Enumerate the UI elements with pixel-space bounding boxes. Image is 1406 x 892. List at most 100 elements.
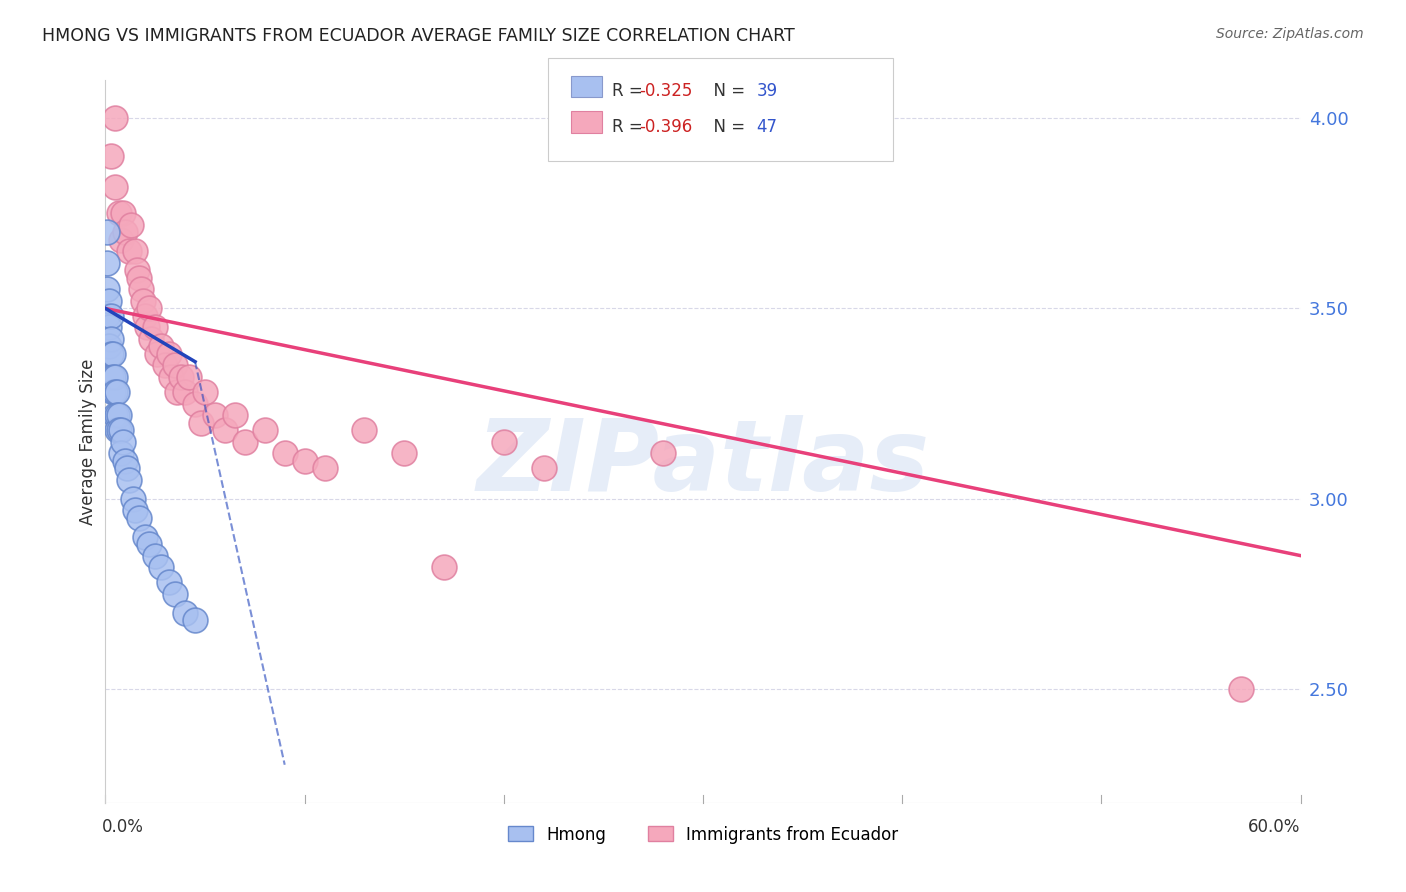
Legend: Hmong, Immigrants from Ecuador: Hmong, Immigrants from Ecuador bbox=[503, 821, 903, 848]
Point bbox=[100, 149, 122, 163]
Point bbox=[120, 218, 142, 232]
Point bbox=[107, 423, 129, 437]
Point bbox=[253, 423, 276, 437]
Point bbox=[138, 537, 160, 551]
Point bbox=[104, 385, 127, 400]
Point bbox=[104, 112, 127, 126]
Point bbox=[96, 226, 118, 240]
Point bbox=[146, 347, 169, 361]
Point bbox=[194, 385, 217, 400]
Point bbox=[112, 434, 135, 449]
Point bbox=[98, 339, 121, 353]
Point bbox=[108, 408, 131, 422]
Point bbox=[174, 385, 197, 400]
Point bbox=[100, 370, 122, 384]
Point bbox=[141, 332, 163, 346]
Point bbox=[170, 370, 193, 384]
Point bbox=[157, 575, 180, 590]
Point bbox=[165, 587, 187, 601]
Point bbox=[103, 385, 125, 400]
Point bbox=[110, 446, 132, 460]
Text: N =: N = bbox=[703, 118, 751, 136]
Point bbox=[184, 613, 207, 627]
Point bbox=[124, 244, 146, 259]
Point bbox=[184, 396, 207, 410]
Point bbox=[104, 408, 127, 422]
Point bbox=[157, 347, 180, 361]
Point bbox=[96, 282, 118, 296]
Point bbox=[233, 434, 256, 449]
Point bbox=[353, 423, 375, 437]
Point bbox=[153, 359, 177, 373]
Point bbox=[492, 434, 515, 449]
Point bbox=[103, 370, 125, 384]
Text: ZIPatlas: ZIPatlas bbox=[477, 415, 929, 512]
Point bbox=[294, 453, 316, 467]
Point bbox=[107, 385, 129, 400]
Point bbox=[127, 263, 149, 277]
Point bbox=[134, 530, 156, 544]
Text: 47: 47 bbox=[756, 118, 778, 136]
Point bbox=[117, 461, 139, 475]
Y-axis label: Average Family Size: Average Family Size bbox=[79, 359, 97, 524]
Point bbox=[104, 370, 127, 384]
Point bbox=[128, 271, 150, 285]
Point bbox=[96, 309, 118, 323]
Point bbox=[114, 453, 136, 467]
Point bbox=[108, 206, 131, 220]
Point bbox=[392, 446, 416, 460]
Point bbox=[103, 347, 125, 361]
Point bbox=[112, 206, 135, 220]
Point bbox=[150, 560, 173, 574]
Point bbox=[100, 309, 122, 323]
Point bbox=[165, 359, 187, 373]
Point bbox=[143, 320, 166, 334]
Point bbox=[124, 503, 146, 517]
Text: N =: N = bbox=[703, 82, 751, 100]
Text: -0.325: -0.325 bbox=[640, 82, 693, 100]
Text: -0.396: -0.396 bbox=[640, 118, 693, 136]
Point bbox=[122, 491, 145, 506]
Text: 39: 39 bbox=[756, 82, 778, 100]
Point bbox=[110, 233, 132, 247]
Point bbox=[190, 416, 212, 430]
Point bbox=[104, 179, 127, 194]
Point bbox=[100, 347, 122, 361]
Text: 0.0%: 0.0% bbox=[101, 818, 143, 836]
Text: R =: R = bbox=[612, 118, 648, 136]
Point bbox=[98, 293, 121, 308]
Text: HMONG VS IMMIGRANTS FROM ECUADOR AVERAGE FAMILY SIZE CORRELATION CHART: HMONG VS IMMIGRANTS FROM ECUADOR AVERAGE… bbox=[42, 27, 794, 45]
Point bbox=[96, 256, 118, 270]
Point bbox=[134, 309, 156, 323]
Point bbox=[204, 408, 226, 422]
Point bbox=[108, 423, 131, 437]
Point bbox=[100, 332, 122, 346]
Point bbox=[150, 339, 173, 353]
Point bbox=[136, 320, 159, 334]
Point bbox=[132, 293, 155, 308]
Point bbox=[273, 446, 295, 460]
Text: R =: R = bbox=[612, 82, 648, 100]
Point bbox=[114, 226, 136, 240]
Point bbox=[118, 473, 141, 487]
Point bbox=[177, 370, 201, 384]
Point bbox=[118, 244, 141, 259]
Point bbox=[652, 446, 675, 460]
Point bbox=[433, 560, 456, 574]
Point bbox=[174, 606, 197, 620]
Point bbox=[98, 320, 121, 334]
Point bbox=[1229, 681, 1251, 696]
Point bbox=[143, 549, 166, 563]
Point bbox=[128, 510, 150, 524]
Point bbox=[314, 461, 336, 475]
Point bbox=[533, 461, 555, 475]
Text: Source: ZipAtlas.com: Source: ZipAtlas.com bbox=[1216, 27, 1364, 41]
Point bbox=[224, 408, 246, 422]
Text: 60.0%: 60.0% bbox=[1249, 818, 1301, 836]
Point bbox=[129, 282, 153, 296]
Point bbox=[214, 423, 236, 437]
Point bbox=[110, 423, 132, 437]
Point bbox=[160, 370, 183, 384]
Point bbox=[107, 408, 129, 422]
Point bbox=[166, 385, 188, 400]
